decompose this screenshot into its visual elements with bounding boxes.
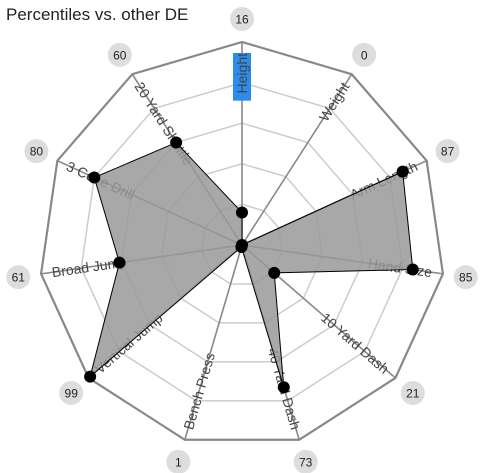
value-badge-arm-length	[435, 139, 460, 164]
value-badge-weight	[352, 42, 377, 67]
point-hand-size	[406, 263, 419, 276]
point-3-cone-drill	[88, 171, 101, 184]
point-height	[236, 206, 248, 219]
point-vertical-jump	[84, 370, 97, 383]
value-label-10-yard-dash: 21	[406, 387, 420, 401]
axis-label-bench-press: Bench Press	[180, 351, 218, 432]
value-badge-height	[230, 7, 254, 31]
value-label-height: 16	[235, 13, 249, 27]
outer-ring	[39, 40, 445, 441]
value-label-weight: 0	[361, 48, 368, 62]
axis-label-group-bench-press: Bench Press	[180, 351, 218, 432]
spoke-weight	[241, 73, 353, 246]
spoke-bench-press	[184, 244, 243, 441]
value-label-bench-press: 1	[175, 455, 182, 469]
point-broad-jump	[113, 256, 126, 269]
point-arm-length	[396, 165, 409, 178]
axis-label-group-height: Height	[233, 53, 251, 101]
value-badge-20-yard-shuttle	[107, 42, 132, 67]
axis-label-height: Height	[234, 53, 250, 94]
point-bench-press	[235, 240, 248, 253]
value-label-arm-length: 87	[441, 145, 455, 159]
value-label-20-yard-shuttle: 60	[113, 48, 127, 62]
value-badge-40-yard-dash	[293, 449, 318, 473]
value-area	[89, 141, 414, 388]
value-badge-broad-jump	[6, 265, 31, 290]
value-label-3-cone-drill: 80	[30, 145, 44, 159]
value-label-40-yard-dash: 73	[299, 455, 313, 469]
point-20-yard-shuttle	[170, 136, 183, 149]
axis-label-weight: Weight	[316, 79, 353, 124]
value-badge-vertical-jump	[59, 381, 84, 405]
axis-label-group-weight: Weight	[316, 79, 353, 124]
value-badge-hand-size	[453, 265, 478, 290]
value-badge-10-yard-dash	[400, 381, 425, 405]
value-shape-layer	[89, 141, 414, 388]
point-40-yard-dash	[277, 381, 290, 394]
value-badge-3-cone-drill	[24, 139, 49, 164]
point-10-yard-dash	[268, 266, 281, 279]
axis-label-10-yard-dash: 10 Yard Dash	[318, 309, 392, 376]
value-label-vertical-jump: 99	[65, 387, 79, 401]
value-badge-layer: 16 0 87 85 21 73 1 99 61 80 60	[6, 7, 478, 473]
value-badge-bench-press	[166, 449, 191, 473]
value-label-broad-jump: 61	[12, 271, 26, 285]
grid-ring-80	[80, 81, 404, 402]
axis-label-highlight	[233, 53, 251, 101]
value-point-layer	[84, 136, 419, 394]
chart-title: Percentiles vs. other DE	[6, 5, 189, 24]
value-label-hand-size: 85	[459, 271, 473, 285]
axis-label-group-10-yard-dash: 10 Yard Dash	[318, 309, 392, 376]
